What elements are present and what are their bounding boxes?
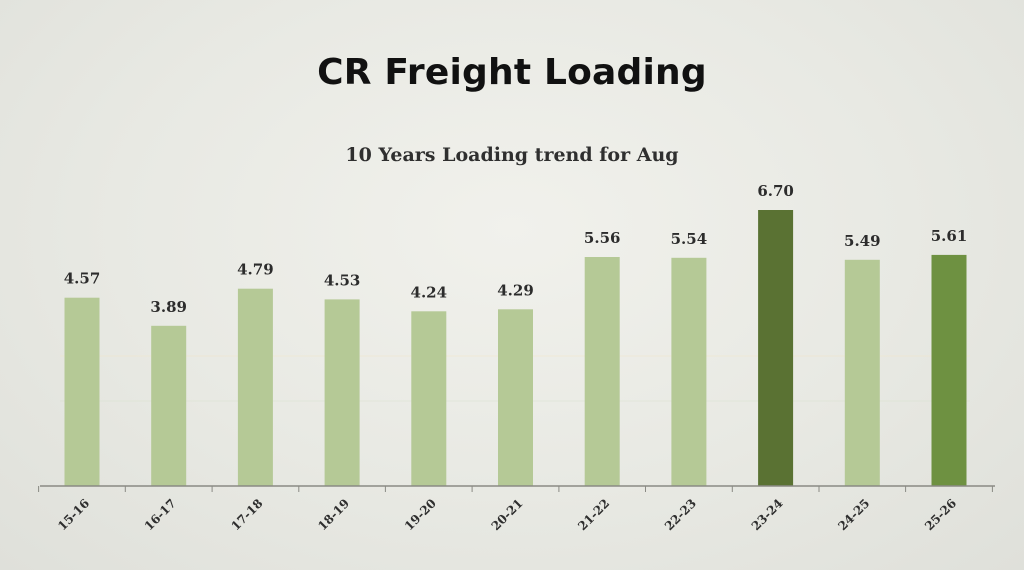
x-tick-label-23-24: 23-24: [749, 496, 786, 533]
x-tick-label-20-21: 20-21: [489, 496, 526, 533]
data-label-15-16: 4.57: [64, 270, 101, 288]
data-label-21-22: 5.56: [584, 229, 621, 247]
page-title: CR Freight Loading: [317, 52, 707, 93]
bar-21-22: [584, 257, 620, 486]
bar-24-25: [844, 259, 880, 486]
chart-title: 10 Years Loading trend for Aug: [345, 144, 679, 166]
data-label-17-18: 4.79: [237, 261, 274, 279]
data-label-24-25: 5.49: [844, 232, 881, 250]
x-tick-label-24-25: 24-25: [835, 496, 872, 533]
x-tick-label-19-20: 19-20: [402, 496, 439, 533]
x-tick-label-15-16: 15-16: [55, 496, 92, 533]
bar-22-23: [671, 257, 707, 486]
x-axis-ticks: [38, 486, 993, 492]
x-tick-label-16-17: 16-17: [142, 496, 179, 533]
data-label-18-19: 4.53: [324, 271, 361, 289]
bar-19-20: [411, 311, 447, 486]
x-tick-label-21-22: 21-22: [575, 496, 612, 533]
bar-18-19: [324, 299, 360, 486]
data-label-23-24: 6.70: [757, 182, 794, 200]
data-label-22-23: 5.54: [671, 230, 708, 248]
data-label-19-20: 4.24: [411, 283, 448, 301]
bar-23-24: [758, 210, 794, 486]
bars: [64, 210, 967, 486]
bar-15-16: [64, 297, 100, 486]
data-labels: 4.57 3.89 4.79 4.53 4.24 4.29 5.56 5.54 6.70 5.49…: [64, 182, 968, 316]
data-label-16-17: 3.89: [150, 298, 187, 316]
x-axis-tick-labels: 15-16 16-17 17-18 18-19 19-20 20-21 21-22 22-23…: [55, 496, 959, 533]
x-tick-label-18-19: 18-19: [315, 496, 352, 533]
x-tick-label-22-23: 22-23: [662, 496, 699, 533]
bar-20-21: [498, 309, 533, 486]
bar-16-17: [151, 325, 187, 486]
data-label-20-21: 4.29: [497, 281, 534, 299]
data-label-25-26: 5.61: [931, 227, 968, 245]
x-tick-label-25-26: 25-26: [922, 496, 959, 533]
bar-25-26: [931, 254, 967, 486]
x-tick-label-17-18: 17-18: [228, 496, 265, 533]
bar-17-18: [237, 288, 273, 486]
